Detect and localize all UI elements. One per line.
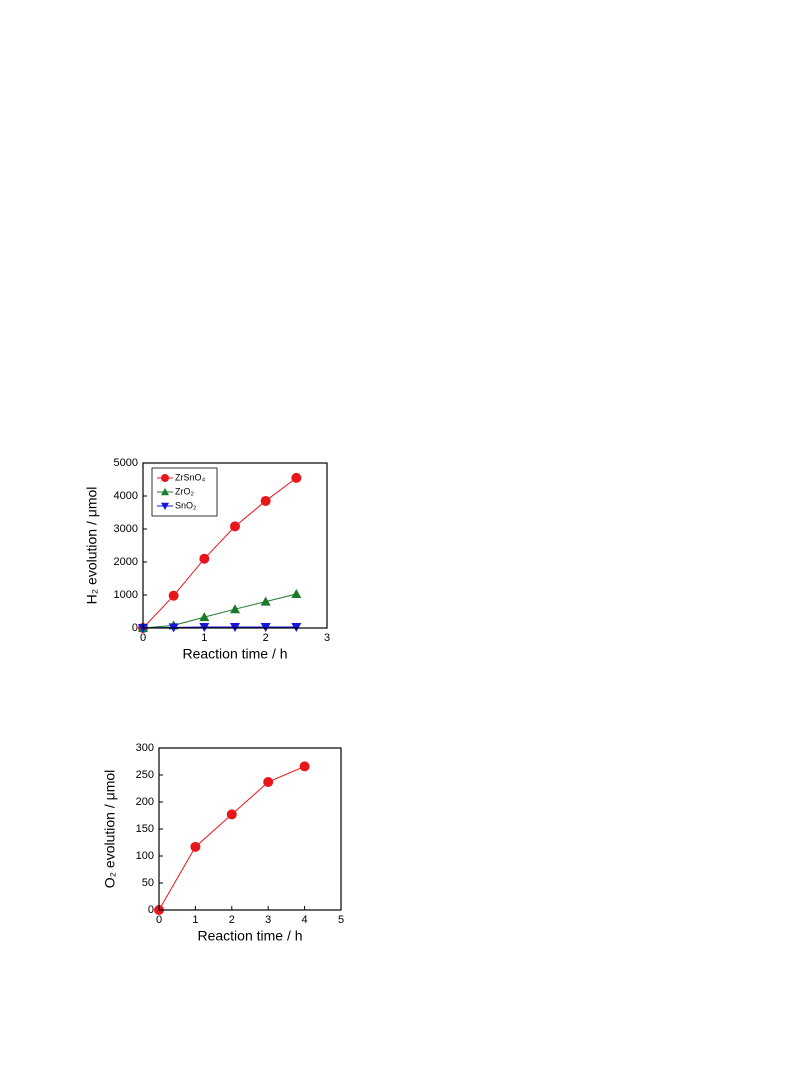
marker — [199, 553, 210, 564]
x-tick-label: 1 — [201, 632, 207, 644]
legend-marker — [161, 488, 169, 496]
plot-frame — [142, 462, 328, 629]
marker — [299, 761, 310, 772]
marker — [199, 612, 210, 622]
marker — [168, 590, 179, 601]
marker — [263, 777, 274, 788]
y-tick-label: 100 — [136, 850, 154, 862]
legend-label: SnO₂ — [175, 500, 197, 510]
marker — [291, 472, 302, 483]
x-tick-label: 3 — [265, 914, 271, 926]
y-tick-label: 0 — [132, 622, 138, 634]
marker — [230, 604, 240, 614]
x-tick-label: 2 — [229, 914, 235, 926]
marker — [230, 521, 240, 532]
legend-marker — [161, 502, 169, 510]
y-tick-label: 200 — [136, 796, 154, 808]
y-tick-label: 5000 — [114, 457, 138, 469]
marker — [291, 589, 302, 599]
marker — [190, 841, 201, 852]
y-tick-label: 0 — [148, 904, 154, 916]
series-line — [158, 765, 305, 911]
x-tick-label: 4 — [302, 914, 308, 926]
x-tick-label: 0 — [140, 632, 146, 644]
x-tick-label: 5 — [338, 914, 344, 926]
marker — [260, 495, 271, 506]
y-tick-label: 2000 — [114, 556, 138, 568]
y-axis-label: O₂ evolution / μmol — [102, 770, 118, 889]
x-axis-label: Reaction time / h — [182, 646, 287, 662]
plot-frame — [158, 747, 342, 911]
y-tick-label: 300 — [136, 742, 154, 754]
legend-label: ZrSnO₄ — [175, 472, 206, 482]
x-tick-label: 3 — [324, 632, 330, 644]
series-line — [142, 593, 297, 629]
legend-marker — [161, 474, 169, 482]
x-tick-label: 1 — [192, 914, 198, 926]
y-tick-label: 3000 — [114, 523, 138, 535]
y-tick-label: 4000 — [114, 490, 138, 502]
marker — [226, 809, 237, 820]
y-tick-label: 1000 — [114, 589, 138, 601]
y-axis-label: H₂ evolution / μmol — [84, 487, 100, 605]
x-tick-label: 2 — [263, 632, 269, 644]
y-tick-label: 50 — [142, 877, 154, 889]
y-tick-label: 250 — [136, 769, 154, 781]
legend-label: ZrO₂ — [175, 486, 194, 496]
y-tick-label: 150 — [136, 823, 154, 835]
x-axis-label: Reaction time / h — [197, 928, 302, 944]
x-tick-label: 0 — [156, 914, 162, 926]
series-line — [142, 477, 297, 629]
marker — [260, 596, 271, 606]
